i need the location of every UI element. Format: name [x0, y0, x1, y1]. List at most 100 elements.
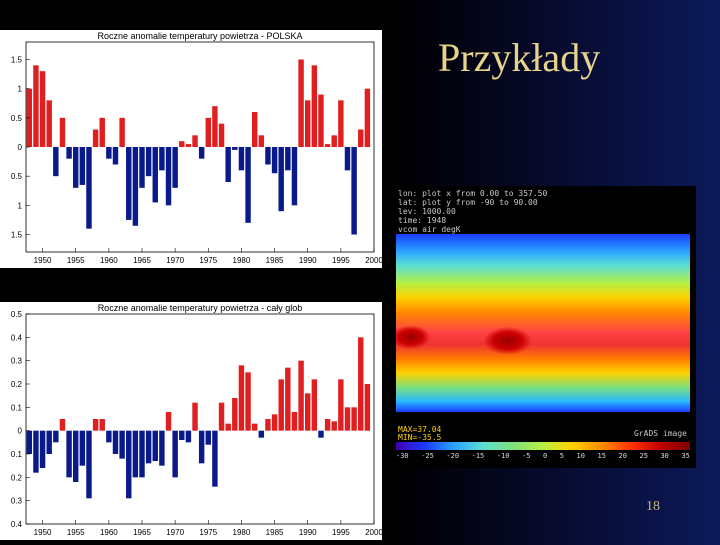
chart-title: Roczne anomalie temperatury powietrza - …: [98, 303, 303, 313]
x-tick-label: 1995: [332, 528, 350, 537]
y-tick-label: 0.5: [11, 310, 23, 319]
bar: [72, 430, 79, 482]
grads-header-line: time: 1948: [398, 216, 447, 225]
bar: [39, 430, 46, 468]
x-tick-label: 1950: [34, 256, 52, 265]
y-tick-label: 0.5: [11, 114, 23, 123]
bar: [66, 430, 72, 478]
chart-poland-svg: Roczne anomalie temperatury powietrza - …: [11, 31, 384, 265]
colorbar: [396, 442, 690, 450]
grads-label: GrADS image: [634, 429, 687, 438]
bar: [192, 135, 198, 147]
x-tick-label: 1955: [67, 528, 85, 537]
bar: [338, 100, 344, 147]
bar: [119, 430, 125, 459]
bar: [165, 147, 172, 206]
bar: [358, 129, 364, 147]
y-tick-label: 0.3: [11, 357, 23, 366]
bar: [172, 147, 178, 188]
bar: [145, 147, 152, 177]
colorbar-labels: -30 -25 -20 -15 -10 -5 0 5 10 15 20 25 30 35: [396, 452, 690, 460]
y-tick-label: 1.5: [11, 56, 23, 65]
bar: [291, 147, 298, 206]
colorbar-tick-label: -30: [396, 452, 409, 460]
x-tick-label: 1975: [199, 256, 217, 265]
bar: [53, 430, 59, 443]
y-tick-label: 0: [18, 143, 23, 152]
bar: [331, 421, 337, 431]
bar: [53, 147, 59, 177]
slide-title: Przykłady: [438, 35, 601, 80]
bar: [112, 430, 119, 454]
bar: [126, 147, 132, 220]
bar: [351, 407, 357, 431]
bar: [238, 365, 245, 431]
chart-global: Roczne anomalie temperatury powietrza - …: [0, 302, 384, 540]
bar: [92, 129, 99, 147]
bar: [278, 379, 284, 431]
y-tick-label: 1: [18, 201, 23, 210]
bar: [258, 135, 265, 147]
bar: [311, 65, 318, 147]
grads-header-line: vcom air degK: [398, 225, 461, 234]
bar: [278, 147, 284, 212]
grads-header-line: lon: plot x from 0.00 to 357.50: [398, 189, 548, 198]
grads-header-line: lat: plot y from -90 to 90.00: [398, 198, 538, 207]
bar: [265, 147, 271, 165]
y-tick-label: 0.1: [11, 450, 23, 459]
colorbar-tick-label: -25: [421, 452, 434, 460]
x-tick-label: 1960: [100, 256, 118, 265]
x-tick-label: 1970: [166, 528, 184, 537]
x-tick-label: 1960: [100, 528, 118, 537]
y-tick-label: 0.2: [11, 473, 23, 482]
bar: [218, 402, 225, 431]
plot-frame: [25, 313, 375, 525]
colorbar-tick-label: -15: [471, 452, 485, 460]
bar: [172, 430, 178, 478]
bar: [66, 147, 72, 159]
x-tick-label: 1990: [299, 528, 317, 537]
grads-stat-max: MAX=37.04: [398, 425, 442, 434]
colorbar-tick-label: -20: [446, 452, 460, 460]
bar: [364, 384, 371, 431]
bar: [86, 147, 92, 229]
bar: [132, 147, 139, 226]
y-tick-label: 1.5: [11, 231, 23, 240]
colorbar-tick-label: 35: [681, 452, 690, 460]
grads-header-line: lev: 1000.00: [398, 207, 456, 216]
x-tick-label: 1985: [266, 528, 284, 537]
bar: [298, 59, 304, 147]
grads-stat-min: MIN=-35.5: [398, 433, 442, 442]
colorbar-tick-label: 15: [597, 452, 606, 460]
bar: [119, 117, 125, 147]
bar: [99, 117, 105, 147]
x-tick-label: 1985: [266, 256, 284, 265]
x-tick-label: 1980: [233, 528, 251, 537]
bar: [198, 147, 205, 159]
bar: [179, 141, 185, 147]
bar: [159, 147, 165, 171]
bar: [79, 430, 86, 466]
colorbar-tick-label: -5: [522, 452, 531, 460]
bar: [298, 360, 304, 431]
bar: [271, 414, 278, 431]
y-tick-label: 1: [18, 85, 23, 94]
bar: [344, 407, 351, 431]
x-tick-label: 2000: [365, 256, 382, 265]
bar: [112, 147, 119, 165]
bar: [265, 419, 271, 431]
bar: [92, 419, 99, 431]
bar: [152, 430, 158, 461]
x-tick-label: 1965: [133, 528, 151, 537]
bar: [311, 379, 318, 431]
colorbar-tick-label: 25: [639, 452, 648, 460]
bar: [331, 135, 337, 147]
x-tick-label: 1970: [166, 256, 184, 265]
colorbar-tick-label: 0: [543, 452, 548, 460]
bar: [271, 147, 278, 174]
bar: [46, 100, 52, 147]
bar: [318, 94, 324, 147]
bar: [106, 430, 112, 443]
bar: [179, 430, 185, 440]
chart-global-svg: Roczne anomalie temperatury powietrza - …: [11, 303, 384, 537]
